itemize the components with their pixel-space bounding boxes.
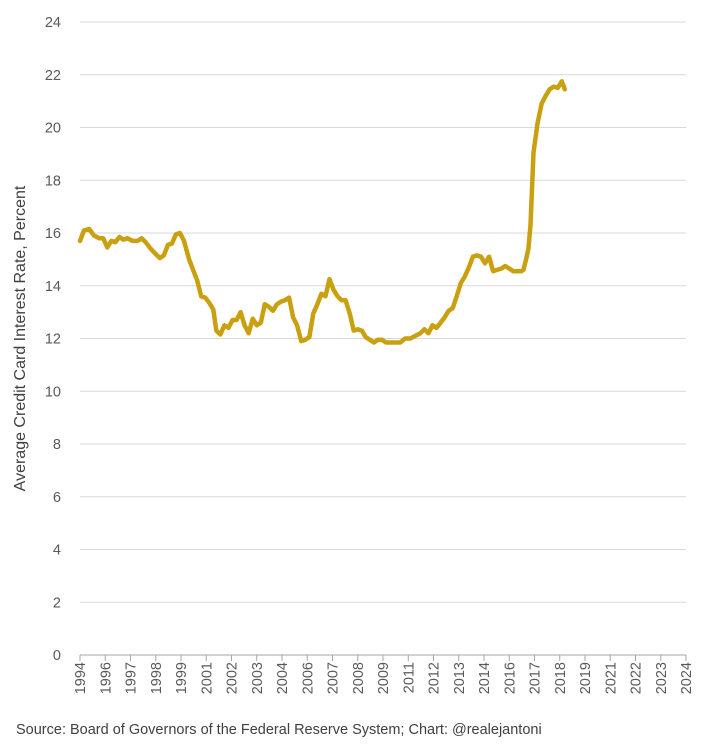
y-tick-label: 24 — [45, 15, 61, 31]
x-tick-label: 2014 — [477, 662, 493, 694]
y-tick-label: 16 — [45, 226, 61, 242]
x-tick-label: 1997 — [124, 662, 140, 694]
x-axis: 1994 1996 1997 1998 1999 2001 2002 2003 2004 2006… — [73, 654, 695, 694]
x-tick-label: 2017 — [528, 662, 544, 694]
y-tick-label: 10 — [45, 384, 61, 400]
y-tick-label: 8 — [53, 437, 61, 453]
y-tick-label: 18 — [45, 173, 61, 189]
x-tick-label: 2001 — [199, 662, 215, 694]
x-tick-label: 1998 — [149, 662, 165, 694]
gridlines — [80, 21, 686, 603]
x-tick-label: 1999 — [174, 662, 190, 694]
x-tick-label: 2024 — [679, 662, 695, 694]
x-tick-label: 2003 — [250, 662, 266, 694]
series-line — [77, 79, 568, 345]
y-tick-label: 14 — [45, 279, 61, 295]
x-tick-label: 1996 — [98, 662, 114, 694]
x-tick-label: 2013 — [452, 662, 468, 694]
y-tick-label: 20 — [45, 121, 61, 137]
x-tick-label: 2019 — [578, 662, 594, 694]
x-tick-label: 2007 — [326, 662, 342, 694]
y-tick-label: 22 — [45, 68, 61, 84]
x-tick-label: 2021 — [603, 662, 619, 694]
y-tick-label: 6 — [53, 490, 61, 506]
x-tick-label: 1994 — [73, 662, 89, 694]
y-tick-label: 0 — [53, 648, 61, 664]
x-tick-label: 2018 — [553, 662, 569, 694]
x-tick-label: 2009 — [376, 662, 392, 694]
source-note: Source: Board of Governors of the Federa… — [16, 722, 542, 738]
y-tick-label: 2 — [53, 595, 61, 611]
y-axis-title: Average Credit Card Interest Rate, Perce… — [12, 185, 29, 491]
x-tick-label: 2004 — [275, 662, 291, 694]
x-tick-label: 2012 — [427, 662, 443, 694]
x-tick-label: 2011 — [401, 662, 417, 693]
x-tick-label: 2008 — [351, 662, 367, 694]
series-layer — [77, 79, 568, 345]
y-tick-label: 12 — [45, 332, 61, 348]
x-tick-label: 2023 — [654, 662, 670, 694]
y-tick-label: 4 — [53, 543, 61, 559]
x-tick-label: 2006 — [300, 662, 316, 694]
x-tick-label: 2022 — [629, 662, 645, 694]
x-tick-label: 2016 — [502, 662, 518, 694]
x-tick-label: 2002 — [225, 662, 241, 694]
